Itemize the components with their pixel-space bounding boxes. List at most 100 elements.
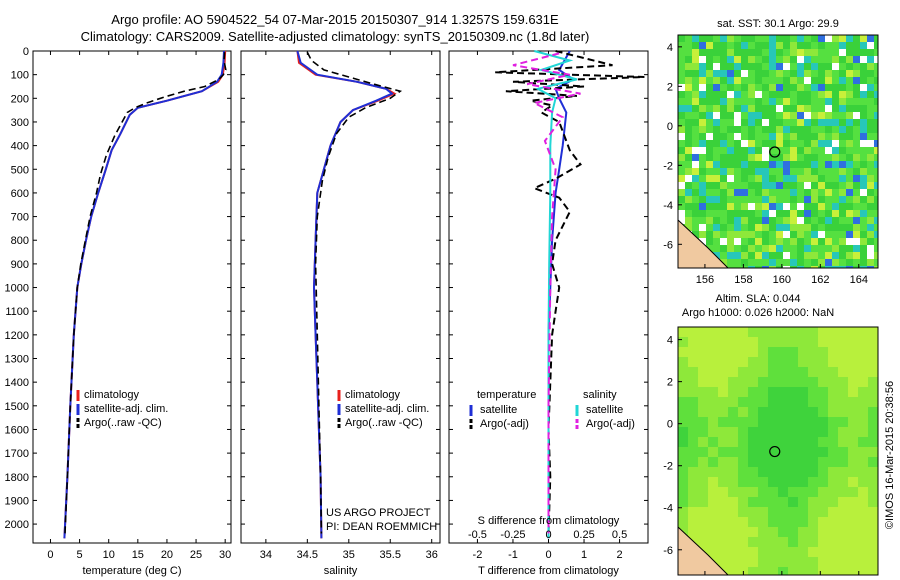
map-cell	[811, 119, 818, 126]
map-cell	[769, 196, 776, 203]
map-cell	[818, 567, 828, 575]
map-cell	[853, 182, 860, 189]
map-cell	[790, 203, 797, 210]
map-cell	[698, 417, 708, 427]
map-cell	[839, 35, 846, 42]
map-cell	[758, 367, 768, 377]
map-cell	[860, 84, 867, 91]
map-cell	[825, 63, 832, 70]
map-cell	[818, 547, 828, 557]
map-cell	[762, 70, 769, 77]
map-cell	[713, 147, 720, 154]
map-cell	[874, 224, 878, 231]
map-cell	[818, 347, 828, 357]
map-cell	[728, 377, 738, 387]
map-cell	[692, 175, 699, 182]
map-y-tick-label: -2	[663, 461, 673, 473]
map-cell	[758, 487, 768, 497]
y-tick-label: 400	[11, 141, 29, 153]
map-cell	[788, 327, 798, 337]
map-cell	[688, 337, 698, 347]
map-cell	[828, 497, 838, 507]
map-cell	[839, 175, 846, 182]
map-cell	[808, 447, 818, 457]
sla-map-field	[678, 327, 878, 575]
map-cell	[713, 252, 720, 259]
map-cell	[755, 161, 762, 168]
map-cell	[790, 112, 797, 119]
figure-title-line1: Argo profile: AO 5904522_54 07-Mar-2015 …	[111, 12, 559, 27]
map-cell	[846, 70, 853, 77]
map-cell	[776, 49, 783, 56]
map-cell	[738, 547, 748, 557]
map-cell	[818, 98, 825, 105]
map-cell	[738, 537, 748, 547]
sst-map-field	[678, 35, 878, 268]
map-cell	[783, 175, 790, 182]
map-cell	[738, 377, 748, 387]
map-cell	[848, 367, 858, 377]
map-cell	[734, 203, 741, 210]
map-cell	[839, 245, 846, 252]
map-cell	[776, 259, 783, 266]
map-cell	[797, 182, 804, 189]
map-cell	[718, 457, 728, 467]
map-cell	[783, 238, 790, 245]
map-cell	[838, 487, 848, 497]
map-cell	[832, 252, 839, 259]
legend-title-temperature: temperature	[477, 389, 536, 401]
map-cell	[832, 217, 839, 224]
map-cell	[783, 49, 790, 56]
map-cell	[708, 387, 718, 397]
map-cell	[692, 210, 699, 217]
map-cell	[788, 457, 798, 467]
map-cell	[706, 77, 713, 84]
map-cell	[734, 63, 741, 70]
map-cell	[741, 210, 748, 217]
secondary-tick-label: -0.25	[500, 529, 525, 541]
map-y-tick-label: 0	[667, 121, 673, 133]
map-cell	[788, 387, 798, 397]
map-cell	[838, 477, 848, 487]
map-cell	[846, 140, 853, 147]
map-cell	[755, 231, 762, 238]
map-cell	[804, 238, 811, 245]
map-cell	[776, 91, 783, 98]
map-cell	[797, 91, 804, 98]
map-cell	[778, 377, 788, 387]
map-cell	[783, 196, 790, 203]
map-cell	[818, 252, 825, 259]
map-cell	[811, 49, 818, 56]
map-cell	[867, 133, 874, 140]
map-cell	[738, 507, 748, 517]
map-cell	[734, 224, 741, 231]
map-cell	[762, 63, 769, 70]
y-tick-label: 1100	[5, 306, 29, 318]
map-cell	[734, 161, 741, 168]
map-cell	[860, 98, 867, 105]
map-cell	[734, 168, 741, 175]
map-cell	[828, 367, 838, 377]
map-cell	[828, 327, 838, 337]
map-cell	[790, 98, 797, 105]
map-cell	[808, 347, 818, 357]
x-tick-label: 15	[132, 549, 144, 561]
map-cell	[839, 217, 846, 224]
map-cell	[818, 203, 825, 210]
map-cell	[698, 367, 708, 377]
map-cell	[720, 56, 727, 63]
map-cell	[867, 126, 874, 133]
map-cell	[832, 175, 839, 182]
map-cell	[825, 140, 832, 147]
map-cell	[755, 70, 762, 77]
map-cell	[788, 507, 798, 517]
map-cell	[728, 327, 738, 337]
map-cell	[755, 42, 762, 49]
map-y-tick-label: -2	[663, 160, 673, 172]
series-line-temperature-1	[63, 50, 225, 539]
map-cell	[748, 133, 755, 140]
map-cell	[741, 35, 748, 42]
map-cell	[688, 417, 698, 427]
x-tick-label: 0	[47, 549, 53, 561]
map-cell	[741, 84, 748, 91]
